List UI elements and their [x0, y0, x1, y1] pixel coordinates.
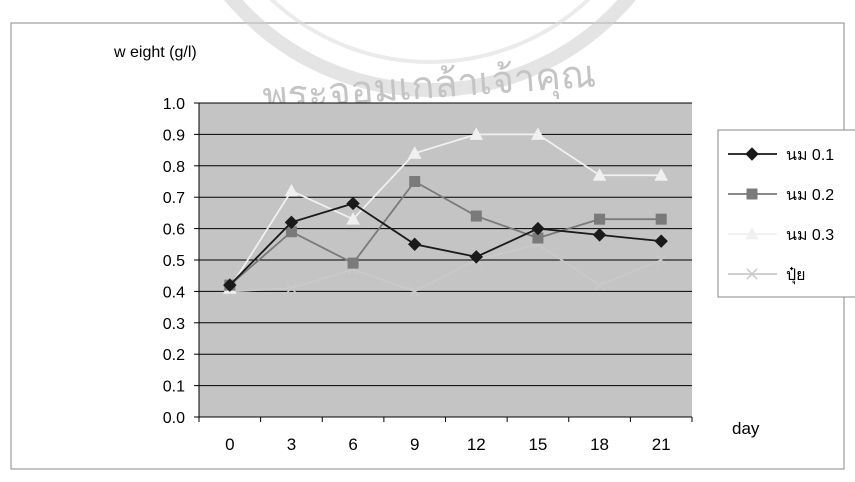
data-point-s3 — [592, 168, 607, 181]
data-point-s2 — [409, 176, 421, 187]
series-layer — [222, 127, 669, 297]
x-marker-stroke — [409, 285, 421, 297]
y-tick-label: 0.3 — [163, 316, 185, 333]
legend-marker-2 — [746, 188, 758, 200]
series-line-1 — [229, 202, 662, 286]
x-tick-label: 15 — [528, 435, 547, 454]
legend-marker-1 — [745, 147, 759, 161]
x-marker-stroke — [594, 279, 606, 291]
y-tick-label: 0.1 — [163, 379, 185, 396]
x-marker-stroke — [746, 268, 758, 280]
data-point-s1 — [346, 196, 360, 211]
gridlines — [199, 102, 692, 387]
y-tick-label: 1.0 — [163, 96, 185, 113]
series-line-4 — [229, 243, 662, 293]
x-tick-label: 9 — [410, 435, 419, 454]
data-point-s1 — [284, 215, 299, 230]
legend: นม 0.1 นม 0.2 นม 0.3 ปุ๋ย — [728, 147, 834, 285]
y-axis-label: w eight (g/l) — [113, 44, 197, 61]
y-tick-label: 0.9 — [163, 127, 185, 144]
legend-label-1: นม 0.1 — [786, 147, 834, 164]
y-tick-labels: 1.0 0.9 0.8 0.7 0.6 0.5 0.4 0.3 0.2 0.1 0.0 — [163, 96, 185, 427]
x-tick-label: 3 — [287, 435, 296, 454]
y-tick-label: 0.5 — [163, 253, 185, 270]
data-point-s2 — [594, 213, 606, 225]
data-point-s1 — [407, 237, 422, 252]
data-point-s2 — [655, 213, 667, 225]
series-line-2 — [229, 180, 662, 286]
y-tick-label: 0.6 — [163, 222, 185, 239]
x-tick-label: 21 — [652, 435, 671, 454]
legend-label-2: นม 0.2 — [786, 187, 834, 204]
data-point-s2 — [347, 257, 359, 269]
data-point-s4 — [655, 254, 667, 266]
data-point-s1 — [592, 228, 607, 242]
x-tick-label: 6 — [348, 435, 357, 454]
x-tick-label: 18 — [590, 435, 609, 454]
data-point-s3 — [469, 127, 484, 140]
data-point-s2 — [470, 210, 482, 222]
data-point-s3 — [284, 183, 299, 197]
data-point-s3 — [346, 212, 360, 225]
y-tick-label: 0.0 — [163, 410, 185, 427]
y-tick-label: 0.7 — [163, 190, 185, 207]
legend-label-4: ปุ๋ย — [786, 266, 806, 285]
data-point-s4 — [285, 282, 297, 294]
data-point-s1 — [469, 250, 484, 264]
y-tick-label: 0.2 — [163, 347, 185, 364]
y-tick-label: 0.8 — [163, 159, 185, 176]
data-point-s3 — [407, 146, 422, 159]
y-tick-label: 0.4 — [163, 284, 185, 301]
x-tick-label: 12 — [467, 435, 486, 454]
series-line-3 — [229, 133, 662, 289]
data-point-s1 — [654, 234, 668, 248]
data-point-s1 — [531, 221, 545, 236]
legend-box — [717, 129, 855, 298]
data-point-s1 — [223, 278, 237, 292]
watermark — [224, 0, 636, 97]
data-point-s3 — [654, 168, 669, 181]
axes — [194, 102, 693, 422]
x-marker-stroke — [285, 282, 297, 294]
x-marker-stroke — [655, 254, 667, 266]
x-axis-label: day — [732, 419, 760, 438]
data-point-s4 — [594, 279, 606, 291]
data-point-s3 — [531, 127, 545, 140]
legend-marker-4 — [746, 268, 758, 280]
data-point-s4 — [409, 285, 421, 297]
legend-marker-3 — [745, 226, 759, 240]
x-tick-label: 0 — [225, 435, 234, 454]
x-tick-labels: 0 3 6 9 12 15 18 21 — [225, 435, 671, 454]
legend-label-3: นม 0.3 — [786, 227, 834, 244]
